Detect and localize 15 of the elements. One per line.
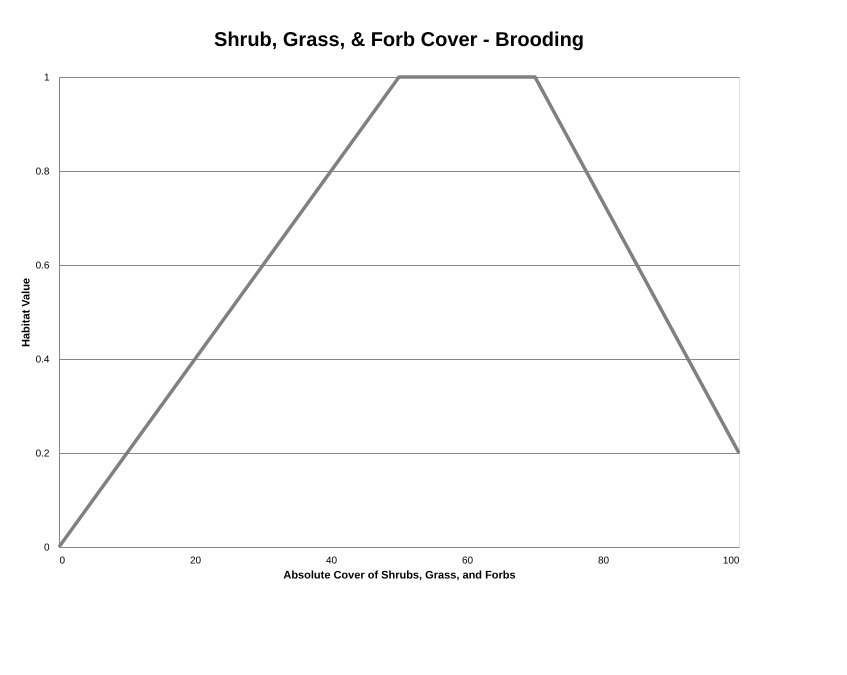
y-tick-label: 0.8 <box>36 166 50 178</box>
x-tick-label: 40 <box>326 556 338 566</box>
chart-title: Shrub, Grass, & Forb Cover - Brooding <box>214 29 584 51</box>
y-tick-label: 0.4 <box>36 354 50 366</box>
x-tick-label: 0 <box>60 556 66 566</box>
y-axis-title: Habitat Value <box>20 278 33 348</box>
x-tick-label: 80 <box>598 556 610 566</box>
x-tick-label: 20 <box>190 556 202 566</box>
x-axis-title: Absolute Cover of Shrubs, Grass, and Forbs <box>283 570 516 582</box>
x-tick-label: 100 <box>722 556 740 566</box>
y-tick-label: 0 <box>44 542 50 554</box>
y-tick-label: 0.2 <box>36 448 50 460</box>
y-tick-label: 0.6 <box>36 260 50 272</box>
y-tick-label: 1 <box>44 72 50 84</box>
x-tick-label: 60 <box>462 556 474 566</box>
